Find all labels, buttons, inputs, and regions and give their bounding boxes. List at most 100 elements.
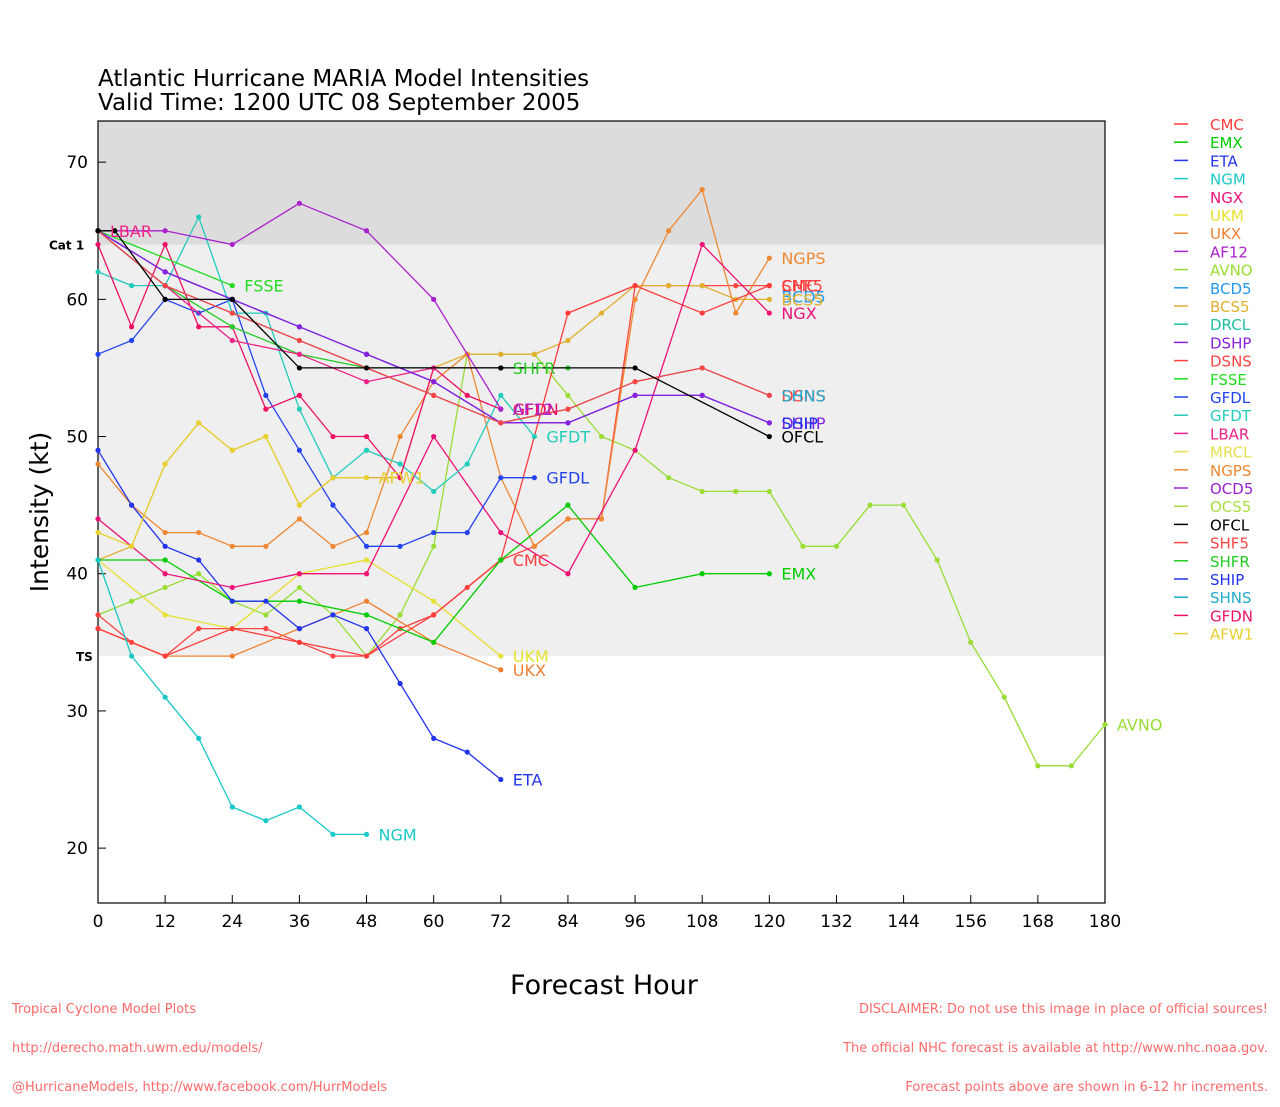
data-point-eta — [296, 626, 302, 632]
data-point-ngx — [296, 571, 302, 577]
data-point-dsns — [632, 379, 638, 385]
data-point-avno — [766, 488, 772, 495]
series-end-label: BCS5 — [781, 290, 823, 309]
data-point-gfdt — [128, 283, 135, 289]
data-point-dsns — [296, 337, 302, 344]
chart-title: Atlantic Hurricane MARIA Model Intensiti… — [98, 66, 590, 92]
data-point-ngps — [196, 529, 202, 536]
data-point-dshp — [766, 420, 772, 426]
data-point-avno — [833, 543, 840, 549]
x-tick-label: 60 — [423, 912, 445, 932]
data-point-avno — [733, 488, 739, 495]
legend-entry: NGX — [1210, 189, 1243, 207]
data-point-ofcl — [162, 296, 168, 302]
data-point-gfdn — [397, 475, 403, 481]
data-point-bcs5 — [498, 351, 504, 357]
data-point-eta — [229, 598, 235, 604]
data-point-bcs5 — [531, 351, 537, 357]
series-end-label: CMC — [513, 551, 549, 570]
legend-entry: SHFR — [1210, 553, 1250, 571]
data-point-shf5 — [263, 626, 269, 632]
series-end-label: UKM — [513, 647, 549, 666]
data-point-eta — [263, 598, 269, 604]
series-end-label: BCD5 — [781, 288, 825, 307]
legend-entry: AF12 — [1210, 243, 1248, 261]
series-end-label: OFCL — [781, 428, 823, 447]
data-point-af12 — [498, 406, 504, 412]
x-tick-label: 24 — [221, 912, 243, 932]
series-end-label: GFDT — [546, 428, 590, 447]
data-point-ngps — [699, 186, 705, 193]
data-point-dshp — [296, 324, 302, 330]
data-point-eta — [196, 557, 202, 563]
data-point-ngx — [162, 571, 168, 577]
series-line-gfdl — [97, 298, 535, 547]
series-end-label: SHFR — [513, 359, 556, 378]
data-point-eta — [464, 749, 470, 755]
series-line-fsse — [97, 230, 233, 287]
data-point-avno — [397, 612, 403, 618]
data-point-dshp — [363, 351, 370, 357]
footer-left: Tropical Cyclone Model Plots http://dere… — [12, 977, 387, 1107]
data-point-ngps — [632, 296, 638, 302]
legend-entry: UKX — [1210, 225, 1241, 243]
data-point-avno — [431, 543, 437, 549]
data-point-af12 — [431, 296, 437, 302]
data-point-ngps — [363, 529, 370, 536]
data-point-gfdl — [263, 392, 269, 398]
data-point-shf5 — [196, 626, 202, 632]
series-end-label: NGM — [379, 825, 417, 844]
data-point-gfdl — [531, 475, 537, 481]
data-point-afw1 — [363, 475, 370, 481]
data-point-dsns — [766, 392, 772, 398]
legend-entry: SHF5 — [1210, 535, 1249, 553]
data-point-ofcl — [229, 296, 235, 302]
data-point-avno — [800, 543, 806, 549]
footer-left-line: http://derecho.math.uwm.edu/models/ — [12, 1041, 263, 1056]
data-point-af12 — [296, 200, 302, 206]
legend-entry: BCS5 — [1210, 298, 1250, 316]
data-point-gfdt — [498, 392, 504, 398]
data-point-ngps — [330, 543, 336, 549]
y-tick-label: 70 — [66, 153, 88, 173]
data-point-ukm — [431, 598, 437, 604]
data-point-ukm — [162, 612, 168, 618]
series-end-label: NGPS — [781, 249, 825, 268]
legend-entry: GFDL — [1210, 389, 1251, 407]
data-point-gfdn — [363, 433, 370, 440]
threshold-label: Cat 1 — [49, 238, 84, 252]
data-point-avno — [128, 598, 135, 604]
series-end-label: LBAR — [110, 222, 152, 241]
data-point-ofcl — [363, 365, 370, 371]
legend-entry: NGM — [1210, 171, 1246, 189]
data-point-afw1 — [330, 475, 336, 481]
legend-entry: FSSE — [1210, 371, 1247, 389]
data-point-afw1 — [95, 529, 101, 536]
data-point-ukm — [498, 653, 504, 659]
data-point-gfdn — [128, 324, 135, 330]
legend-entry: CMC — [1210, 116, 1244, 134]
data-point-ngx — [498, 529, 504, 536]
series-end-label: FSSE — [244, 277, 283, 296]
x-tick-label: 180 — [1089, 912, 1121, 932]
data-point-cmc — [95, 626, 101, 632]
data-point-avno — [1068, 763, 1075, 769]
data-point-ngx — [229, 584, 235, 591]
data-point-eta — [95, 447, 101, 453]
data-point-eta — [431, 735, 437, 741]
intensity-chart: Cat 1 TS 0 12 24 36 48 60 72 84 96 108 120 132 144 156 1… — [25, 116, 1253, 932]
data-point-cmc — [565, 310, 571, 316]
data-point-avno — [867, 502, 873, 508]
x-tick-label: 84 — [557, 912, 579, 932]
data-point-gfdl — [296, 447, 302, 453]
data-point-lbar — [363, 379, 370, 385]
legend-entry: BCD5 — [1210, 280, 1252, 298]
x-axis-label: Forecast Hour — [510, 970, 698, 1001]
y-tick-label: 50 — [66, 428, 88, 448]
data-point-ngx — [363, 571, 370, 577]
x-tick-label: 156 — [955, 912, 987, 932]
legend-entry: MRCL — [1210, 444, 1252, 462]
data-point-ukm — [363, 557, 370, 563]
x-tick-label: 12 — [154, 912, 176, 932]
data-point-avno — [1102, 722, 1108, 728]
